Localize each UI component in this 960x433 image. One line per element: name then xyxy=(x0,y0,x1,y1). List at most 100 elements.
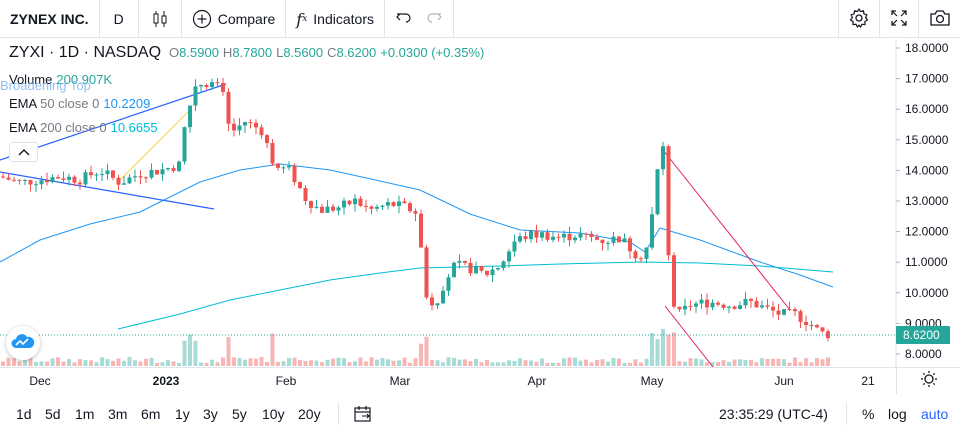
range-1d-button[interactable]: 1d xyxy=(16,406,32,422)
volume-bar xyxy=(787,362,792,366)
volume-bar xyxy=(171,361,176,366)
volume-bar xyxy=(105,359,110,366)
candle-body xyxy=(408,203,412,212)
price-tick-label: 10.0000 xyxy=(905,286,949,300)
range-10y-button[interactable]: 10y xyxy=(262,406,285,422)
goto-date-button[interactable] xyxy=(353,405,373,428)
range-20y-button[interactable]: 20y xyxy=(298,406,321,422)
volume-bar xyxy=(716,362,720,366)
axis-settings-button[interactable] xyxy=(896,367,960,394)
volume-bar xyxy=(578,360,583,366)
volume-bar xyxy=(567,357,572,366)
candle-body xyxy=(738,305,742,309)
settings-button[interactable] xyxy=(838,0,879,38)
volume-bar xyxy=(589,362,594,366)
legend-open: O8.5900 xyxy=(169,45,219,60)
candle-body xyxy=(380,205,385,207)
volume-bar xyxy=(111,360,115,366)
chart-style-button[interactable] xyxy=(139,0,182,38)
volume-bar xyxy=(644,358,649,366)
legend-ema200[interactable]: EMA 200 close 0 10.6655 xyxy=(9,120,158,135)
volume-bar xyxy=(314,360,319,366)
time-axis[interactable]: Dec 2023 Feb Mar Apr May Jun 21 xyxy=(0,367,896,394)
range-6m-button[interactable]: 6m xyxy=(141,406,161,422)
legend-close: C8.6200 xyxy=(327,45,377,60)
volume-bar xyxy=(507,360,511,366)
candle-body xyxy=(809,325,814,327)
legend-collapse-button[interactable] xyxy=(9,142,38,162)
legend-high: H8.7800 xyxy=(222,45,273,60)
candle-body xyxy=(534,230,539,238)
percent-toggle[interactable]: % xyxy=(862,406,875,422)
range-1m-button[interactable]: 1m xyxy=(75,406,95,422)
volume-bar xyxy=(435,360,440,366)
camera-icon xyxy=(929,8,951,31)
candle-body xyxy=(94,174,99,176)
candle-body xyxy=(617,236,621,243)
candle-body xyxy=(72,176,77,183)
candle-body xyxy=(677,306,682,310)
redo-icon xyxy=(425,9,443,30)
volume-bar xyxy=(248,358,253,366)
volume-bar xyxy=(595,359,599,366)
volume-bar xyxy=(281,361,286,366)
fullscreen-button[interactable] xyxy=(879,0,918,38)
candle-body xyxy=(127,177,132,184)
volume-bar xyxy=(254,358,258,366)
volume-bar xyxy=(633,359,638,366)
volume-bar xyxy=(611,357,616,366)
volume-bar xyxy=(61,361,66,366)
volume-bar xyxy=(1,361,5,366)
time-label: Dec xyxy=(29,374,51,388)
volume-bar xyxy=(479,362,484,366)
snapshot-button[interactable] xyxy=(918,0,960,38)
volume-bar xyxy=(666,334,671,366)
candle-body xyxy=(122,183,126,185)
range-5d-button[interactable]: 5d xyxy=(45,406,61,422)
candle-body xyxy=(435,303,440,306)
candle-body xyxy=(666,146,671,256)
candle-body xyxy=(567,233,572,241)
tradingview-logo-button[interactable] xyxy=(6,326,40,360)
volume-bar xyxy=(804,358,808,366)
price-chart[interactable]: 18.0000 17.0000 16.0000 15.0000 14.0000 13.00… xyxy=(0,39,960,367)
range-3m-button[interactable]: 3m xyxy=(108,406,128,422)
candle-body xyxy=(402,201,407,204)
range-1y-button[interactable]: 1y xyxy=(175,406,190,422)
indicators-label: Indicators xyxy=(313,11,374,27)
plus-circle-icon xyxy=(192,9,212,29)
candle-body xyxy=(270,143,275,164)
candle-body xyxy=(144,177,148,179)
candle-body xyxy=(628,238,632,252)
volume-bar xyxy=(446,357,451,366)
range-5y-button[interactable]: 5y xyxy=(232,406,247,422)
candle-body xyxy=(248,122,253,124)
legend-ema50[interactable]: EMA 50 close 0 10.2209 xyxy=(9,96,151,111)
compare-button[interactable]: Compare xyxy=(182,0,287,38)
volume-bar xyxy=(243,359,247,366)
undo-button[interactable] xyxy=(385,0,419,38)
redo-button[interactable] xyxy=(419,0,454,38)
interval-button[interactable]: D xyxy=(100,0,139,38)
volume-bar xyxy=(826,357,830,366)
legend-volume[interactable]: Volume 200.907K xyxy=(9,72,113,87)
candle-body xyxy=(474,265,478,274)
clock-time[interactable]: 23:35:29 (UTC-4) xyxy=(719,406,828,422)
price-tick-label: 16.0000 xyxy=(905,102,949,116)
candle-body xyxy=(556,236,561,238)
volume-bar xyxy=(127,357,132,366)
volume-bar xyxy=(765,359,770,366)
log-toggle[interactable]: log xyxy=(888,406,907,422)
candle-body xyxy=(716,302,720,305)
candle-body xyxy=(177,161,181,171)
volume-bar xyxy=(270,333,275,366)
bottom-toolbar: 1d 5d 1m 3m 6m 1y 3y 5y 10y 20y 23:35:29… xyxy=(0,397,960,433)
candle-body xyxy=(265,135,269,144)
range-3y-button[interactable]: 3y xyxy=(203,406,218,422)
volume-bar xyxy=(397,360,401,366)
auto-toggle[interactable]: auto xyxy=(921,406,949,422)
volume-bar xyxy=(215,362,220,366)
symbol-search-button[interactable]: ZYNEX INC. xyxy=(0,0,100,38)
candle-body xyxy=(518,236,522,242)
